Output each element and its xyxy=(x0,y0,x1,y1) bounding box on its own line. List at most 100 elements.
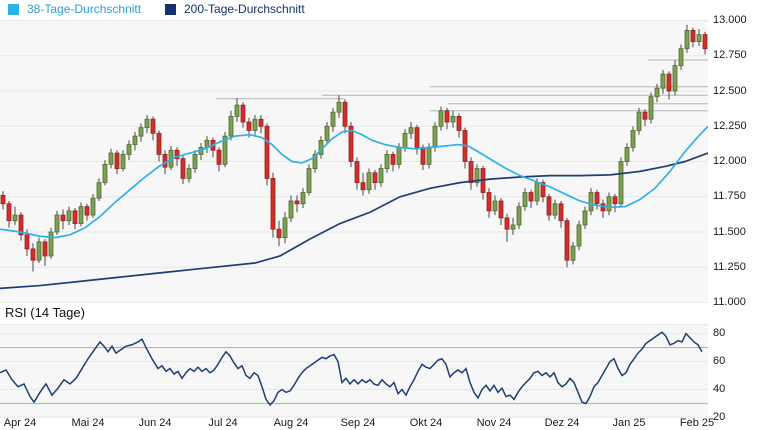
candle-body xyxy=(0,194,6,205)
chart-legend: 38-Tage-Durchschnitt 200-Tage-Durchschni… xyxy=(0,0,765,20)
candle-body xyxy=(402,132,408,148)
candle-body xyxy=(570,245,576,261)
candle-body xyxy=(48,231,54,257)
candle-body xyxy=(42,241,48,257)
price-chart[interactable] xyxy=(0,20,708,303)
candle-body xyxy=(486,192,492,212)
x-axis-month-label: Jun 24 xyxy=(138,417,172,429)
legend-item-ma38[interactable]: 38-Tage-Durchschnitt xyxy=(8,2,141,17)
candle-body xyxy=(522,192,528,208)
candle-body xyxy=(690,29,696,43)
candle-body xyxy=(132,135,138,145)
ma38-swatch-icon xyxy=(8,4,19,15)
candle-body xyxy=(546,196,552,216)
price-tick-label: 11.000 xyxy=(713,296,746,308)
candle-body xyxy=(312,154,318,169)
candle-body xyxy=(582,210,588,226)
price-tick-label: 11.500 xyxy=(713,225,746,238)
ma200-line xyxy=(0,152,708,290)
rsi-title: RSI (14 Tage) xyxy=(5,305,85,320)
rsi-chart[interactable] xyxy=(0,324,708,418)
candle-body xyxy=(564,220,570,261)
candle-body xyxy=(636,111,642,131)
candle-body xyxy=(30,248,36,261)
candle-body xyxy=(588,192,594,212)
rsi-tick-label: 20 xyxy=(713,411,726,423)
candle-body xyxy=(144,118,150,129)
candle-body xyxy=(114,152,120,169)
candle-body xyxy=(150,118,156,134)
candle-body xyxy=(672,65,678,92)
candle-body xyxy=(60,214,66,222)
candle-body xyxy=(372,172,378,184)
rsi-tick-label: 40 xyxy=(713,383,726,396)
x-axis-month-label: Nov 24 xyxy=(476,417,512,429)
price-tick-label: 12.750 xyxy=(713,49,747,62)
candle-body xyxy=(366,172,372,191)
candle-body xyxy=(528,192,534,202)
candle-body xyxy=(138,127,144,137)
candle-body xyxy=(360,182,366,191)
candle-body xyxy=(330,111,336,127)
x-axis-month-label: Jan 25 xyxy=(612,417,646,429)
price-tick-label: 12.500 xyxy=(713,84,747,97)
candle-body xyxy=(660,73,666,89)
candle-body xyxy=(192,154,198,169)
price-tick-label: 12.250 xyxy=(713,119,747,132)
candle-body xyxy=(12,214,18,222)
candle-body xyxy=(702,34,708,50)
candle-body xyxy=(498,200,504,219)
candle-body xyxy=(558,203,564,222)
candle-body xyxy=(384,154,390,169)
candle-body xyxy=(90,197,96,216)
candle-body xyxy=(336,101,342,113)
candle-body xyxy=(612,196,618,205)
candle-body xyxy=(696,34,702,43)
candle-body xyxy=(426,147,432,165)
candle-body xyxy=(96,182,102,199)
candle-body xyxy=(162,154,168,168)
candle-body xyxy=(24,234,30,250)
candle-body xyxy=(18,214,24,236)
candle-body xyxy=(72,210,78,224)
candle-body xyxy=(408,127,414,134)
rsi-tick-label: 60 xyxy=(713,355,726,368)
candle-body xyxy=(156,132,162,155)
candle-body xyxy=(102,163,108,184)
rsi-tick-label: 80 xyxy=(713,327,726,340)
x-axis-month-label: Aug 24 xyxy=(273,417,309,429)
candle-body xyxy=(516,206,522,226)
candle-body xyxy=(648,96,654,120)
candle-body xyxy=(666,73,672,92)
candle-body xyxy=(186,168,192,179)
candle-body xyxy=(618,161,624,205)
candle-body xyxy=(258,118,264,127)
candle-body xyxy=(252,118,258,131)
candle-body xyxy=(282,217,288,239)
legend-item-ma200[interactable]: 200-Tage-Durchschnitt xyxy=(165,2,305,17)
candle-body xyxy=(540,182,546,198)
candle-body xyxy=(474,168,480,184)
candle-body xyxy=(126,144,132,155)
rsi-line xyxy=(0,331,703,407)
candle-body xyxy=(468,161,474,184)
candle-body xyxy=(240,104,246,123)
candle-body xyxy=(456,115,462,131)
candle-body xyxy=(6,203,12,222)
candle-body xyxy=(534,182,540,202)
candle-body xyxy=(396,147,402,165)
candle-body xyxy=(78,206,84,224)
price-tick-label: 13.000 xyxy=(713,14,747,26)
candle-body xyxy=(654,87,660,98)
candle-body xyxy=(300,192,306,205)
x-axis-month-label: Dez 24 xyxy=(544,417,580,429)
candle-body xyxy=(288,200,294,219)
candle-body xyxy=(438,110,444,127)
candle-body xyxy=(120,154,126,169)
x-axis-month-label: Jul 24 xyxy=(208,417,238,429)
candle-body xyxy=(414,127,420,148)
candle-body xyxy=(216,149,222,165)
ma200-swatch-icon xyxy=(165,4,176,15)
candle-body xyxy=(444,110,450,123)
